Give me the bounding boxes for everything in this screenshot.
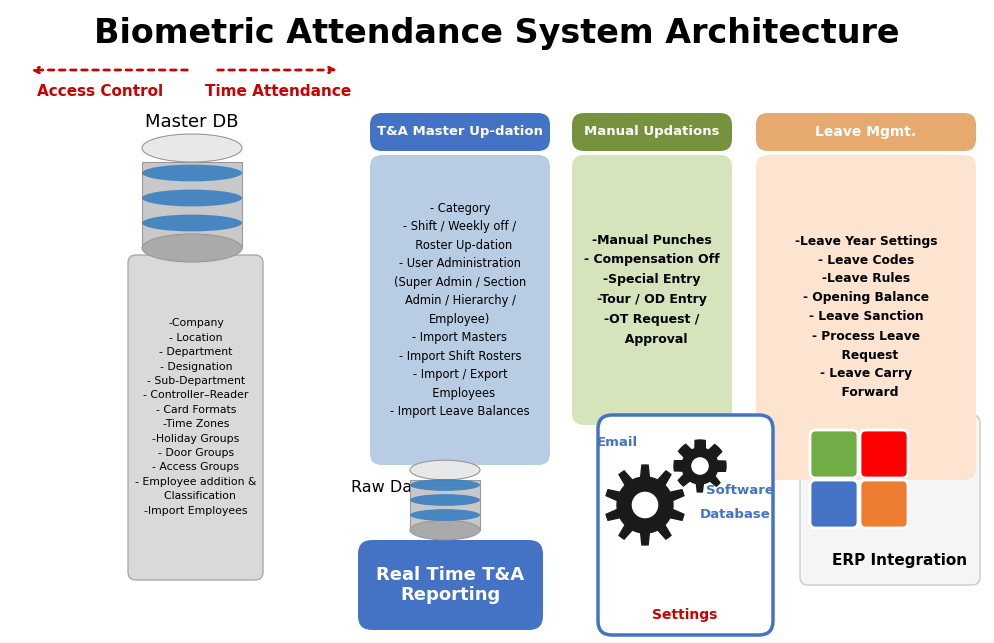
Text: Master DB: Master DB [145, 113, 239, 131]
FancyBboxPatch shape [810, 430, 858, 478]
Text: Email: Email [596, 437, 637, 449]
Ellipse shape [142, 190, 242, 206]
Text: Biometric Attendance System Architecture: Biometric Attendance System Architecture [94, 17, 900, 50]
Ellipse shape [142, 215, 242, 231]
FancyBboxPatch shape [572, 113, 732, 151]
Ellipse shape [410, 509, 480, 521]
Text: -Manual Punches
- Compensation Off
-Special Entry
-Tour / OD Entry
-OT Request /: -Manual Punches - Compensation Off -Spec… [584, 233, 720, 347]
FancyBboxPatch shape [860, 430, 908, 478]
Text: Software: Software [706, 484, 774, 496]
Ellipse shape [142, 165, 242, 181]
Text: Manual Updations: Manual Updations [584, 125, 720, 138]
Text: Database: Database [700, 509, 770, 521]
FancyBboxPatch shape [370, 113, 550, 151]
FancyBboxPatch shape [598, 415, 773, 635]
Text: T&A Master Up-dation: T&A Master Up-dation [377, 125, 543, 138]
FancyBboxPatch shape [128, 255, 263, 580]
Ellipse shape [410, 479, 480, 491]
Text: -Leave Year Settings
- Leave Codes
-Leave Rules
- Opening Balance
- Leave Sancti: -Leave Year Settings - Leave Codes -Leav… [795, 235, 937, 399]
Text: - Category
- Shift / Weekly off /
  Roster Up-dation
- User Administration
(Supe: - Category - Shift / Weekly off / Roster… [391, 202, 530, 418]
Ellipse shape [142, 134, 242, 162]
Bar [142, 162, 242, 248]
Text: Raw Data: Raw Data [351, 480, 428, 496]
Text: Access Control: Access Control [37, 84, 163, 100]
FancyBboxPatch shape [800, 415, 980, 585]
Polygon shape [674, 440, 726, 492]
Text: ERP Integration: ERP Integration [832, 552, 967, 568]
Ellipse shape [142, 234, 242, 262]
FancyBboxPatch shape [860, 480, 908, 528]
Text: Leave Mgmt.: Leave Mgmt. [815, 125, 916, 139]
Circle shape [632, 493, 658, 518]
Text: -Company
- Location
- Department
- Designation
- Sub-Department
- Controller–Rea: -Company - Location - Department - Desig… [135, 318, 256, 516]
Text: Time Attendance: Time Attendance [205, 84, 351, 100]
Circle shape [692, 458, 708, 474]
Text: Settings: Settings [652, 608, 718, 622]
Ellipse shape [410, 460, 480, 480]
FancyBboxPatch shape [572, 155, 732, 425]
Ellipse shape [410, 494, 480, 506]
Bar [410, 480, 480, 530]
FancyBboxPatch shape [358, 540, 543, 630]
FancyBboxPatch shape [756, 155, 976, 480]
Text: Real Time T&A
Reporting: Real Time T&A Reporting [377, 566, 525, 604]
Ellipse shape [410, 520, 480, 540]
FancyBboxPatch shape [370, 155, 550, 465]
FancyBboxPatch shape [810, 480, 858, 528]
Polygon shape [606, 465, 684, 545]
FancyBboxPatch shape [756, 113, 976, 151]
